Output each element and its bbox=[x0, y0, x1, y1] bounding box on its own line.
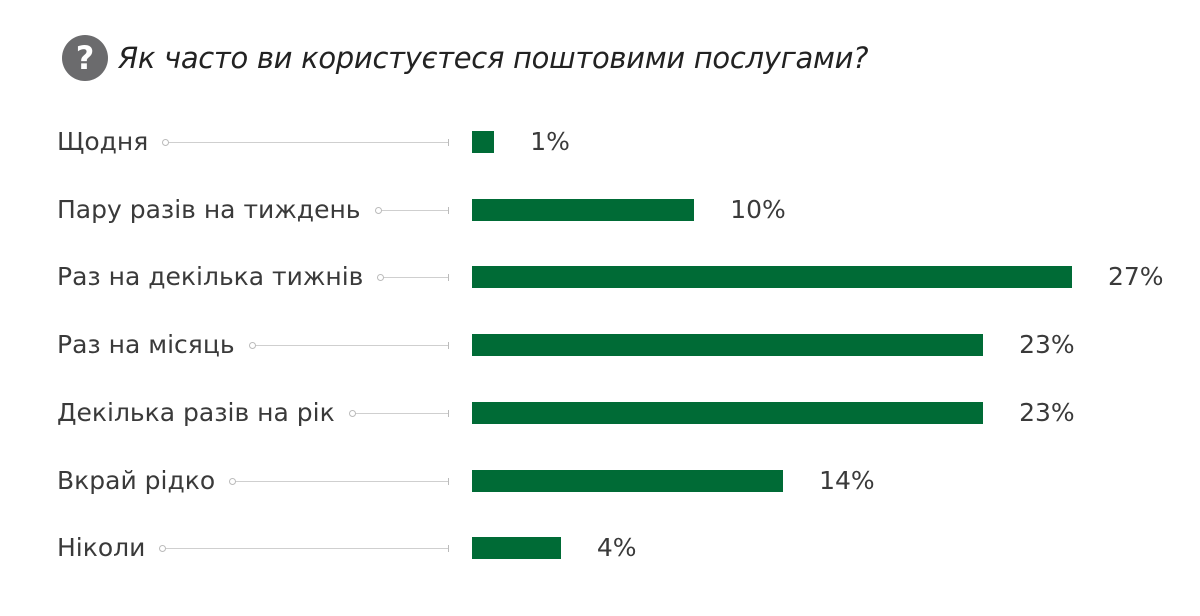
leader-line bbox=[229, 477, 449, 485]
category-label: Ніколи bbox=[57, 533, 146, 563]
leader-line bbox=[159, 545, 449, 553]
bar bbox=[472, 198, 695, 221]
bar bbox=[472, 537, 561, 560]
bar-row: Вкрай рідко 14% bbox=[0, 461, 1200, 501]
bar-row: Декілька разів на рік 23% bbox=[0, 393, 1200, 433]
bar bbox=[472, 334, 984, 357]
bar-row: Пару разів на тиждень 10% bbox=[0, 190, 1200, 230]
leader-line bbox=[162, 139, 449, 146]
leader-line bbox=[248, 342, 449, 350]
value-label: 4% bbox=[596, 533, 637, 563]
bar bbox=[472, 401, 984, 424]
bar-row: Ніколи 4% bbox=[0, 528, 1200, 568]
chart-title: ? Як часто ви користуєтеся поштовими пос… bbox=[62, 34, 869, 82]
chart-title-text: Як часто ви користуєтеся поштовими послу… bbox=[118, 41, 869, 75]
leader-line bbox=[348, 409, 449, 417]
value-label: 1% bbox=[530, 127, 570, 156]
category-label: Пару разів на тиждень bbox=[57, 194, 361, 224]
bar-row: Щодня 1% bbox=[0, 122, 1200, 162]
leader-line bbox=[377, 274, 449, 282]
value-label: 27% bbox=[1108, 262, 1164, 292]
category-label: Щодня bbox=[57, 127, 149, 156]
value-label: 14% bbox=[819, 465, 875, 495]
leader-line bbox=[374, 206, 449, 214]
category-label: Раз на місяць bbox=[57, 330, 235, 360]
bar bbox=[472, 131, 495, 153]
category-label: Вкрай рідко bbox=[57, 465, 216, 495]
value-label: 10% bbox=[730, 194, 786, 224]
bar bbox=[472, 266, 1072, 289]
value-label: 23% bbox=[1019, 330, 1075, 360]
question-circle-icon: ? bbox=[62, 35, 108, 81]
bar-row: Раз на декілька тижнів 27% bbox=[0, 257, 1200, 297]
bar-row: Раз на місяць 23% bbox=[0, 325, 1200, 365]
bar bbox=[472, 469, 784, 492]
value-label: 23% bbox=[1019, 397, 1075, 427]
category-label: Раз на декілька тижнів bbox=[57, 262, 364, 292]
category-label: Декілька разів на рік bbox=[57, 397, 335, 427]
